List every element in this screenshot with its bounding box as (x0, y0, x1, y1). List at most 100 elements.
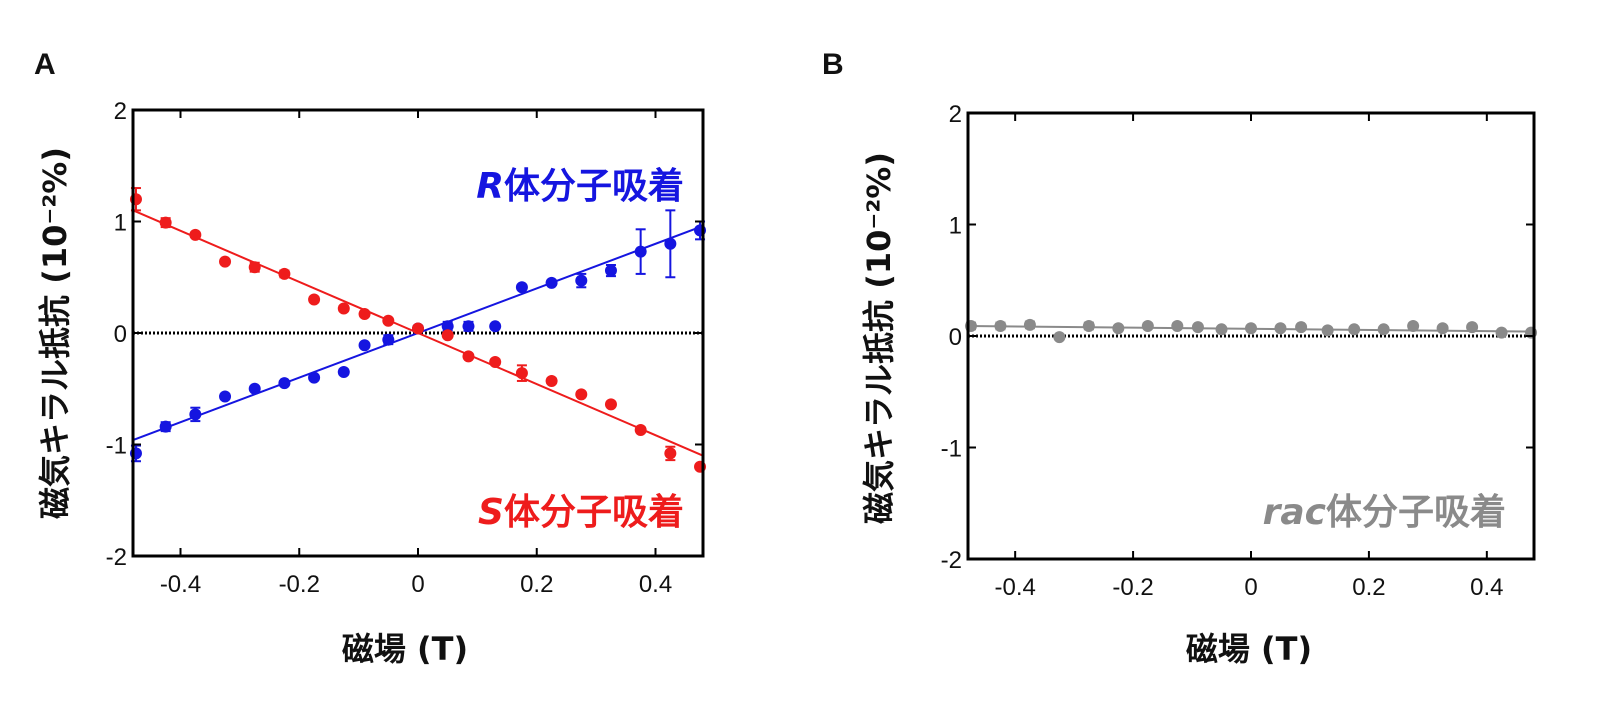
panel-b-plot-area (964, 318, 1538, 344)
panel-a-S-marker (515, 367, 528, 380)
panel-b-rac-marker (1466, 321, 1479, 334)
panel-a-S-marker (358, 308, 371, 321)
panel-b-rac-point (1215, 323, 1228, 336)
panel-a-S-point (462, 350, 475, 363)
panel-b-y-tick-label: 1 (949, 213, 962, 240)
panel-b-rac-marker (1274, 322, 1287, 335)
panel-a-R-marker (382, 333, 395, 346)
panel-b-x-axis-title: 磁場 (T) (1186, 630, 1312, 668)
panel-a-letter: A (34, 48, 56, 81)
panel-a-R-marker (462, 320, 475, 333)
panel-a-R-point (248, 382, 261, 395)
panel-a-S-point (412, 322, 424, 335)
panel-a-R-point (575, 272, 588, 289)
panel-a-x-axis-title: 磁場 (T) (342, 630, 468, 668)
panel-a-R-point (462, 320, 475, 333)
panel-b-rac-marker (994, 319, 1007, 332)
panel-a-S-marker (382, 314, 395, 327)
panel-b-x-tick-label: 0.2 (1352, 574, 1385, 601)
panel-a-ticks: -0.4 -0.2 0 0.2 0.4 -2 -1 0 1 2 (106, 98, 703, 598)
panel-a-y-tick-label: -1 (106, 433, 127, 460)
panel-a-S-marker (159, 216, 172, 229)
panel-a-R-point (664, 209, 677, 279)
panel-a-R-marker (515, 281, 528, 294)
panel-b-y-tick-label: -1 (941, 436, 962, 463)
panel-a-R-point (278, 377, 291, 390)
panel-a-S-point (441, 329, 454, 342)
panel-b-x-tick-label: 0.4 (1470, 574, 1503, 601)
panel-a-S-point (248, 261, 261, 274)
panel-a-y-axis-title: 磁気キラル抵抗 (10⁻²%) (36, 147, 74, 519)
panel-a-S-marker (441, 329, 454, 342)
panel-a-S-point (189, 228, 202, 241)
panel-a-y-tick-label: 0 (114, 321, 127, 348)
panel-a-r-label: R体分子吸着 (476, 166, 684, 207)
panel-b-rac-marker (1112, 322, 1125, 335)
panel-a-x-tick-label: -0.2 (279, 571, 320, 598)
panel-b-rac-label-rest: 体分子吸着 (1326, 492, 1506, 533)
panel-b-rac-marker (1321, 324, 1334, 337)
panel-b-rac-point (1053, 331, 1066, 344)
panel-a-S-marker (308, 293, 321, 306)
panel-a-R-point (545, 276, 558, 289)
panel-a-S-marker (189, 228, 202, 241)
panel-a-S-point (515, 364, 528, 382)
panel-a-y-tick-label: 2 (114, 98, 127, 125)
panel-a-x-tick-label: 0 (411, 571, 424, 598)
panel-b-y-tick-label: -2 (941, 547, 962, 574)
panel-a-S-point (489, 355, 502, 368)
panel-a-S-marker (278, 267, 291, 280)
panel-a-x-tick-label: 0.2 (520, 571, 553, 598)
panel-a-x-tick-label: -0.4 (160, 571, 201, 598)
panel-a-S-marker (634, 424, 647, 437)
panel-a-r-label-rest: 体分子吸着 (504, 166, 684, 207)
panel-b-rac-point (1082, 319, 1095, 332)
panel-b-rac-marker (1215, 323, 1228, 336)
panel-a-R-marker (664, 237, 677, 250)
panel-b-rac-point (1171, 319, 1184, 332)
panel-b-x-tick-label: 0 (1244, 574, 1257, 601)
panel-a-R-marker (278, 377, 291, 390)
panel-a-S-point (604, 398, 617, 411)
panel-a-R-marker (634, 245, 647, 258)
panel-a-R-marker (337, 366, 350, 379)
panel-b-y-tick-label: 2 (949, 101, 962, 128)
panel-b-rac-point (1436, 322, 1449, 335)
panel-b-ticks: -0.4 -0.2 0 0.2 0.4 -2 -1 0 1 2 (941, 101, 1534, 601)
panel-b-rac-marker (1377, 323, 1390, 336)
panel-b: B 磁場 (T) 磁気キラル抵抗 (10⁻²%) rac体分子吸着 -0.4 -0… (822, 48, 1538, 668)
panel-b-rac-marker (1191, 321, 1204, 334)
panel-a-R-marker (308, 371, 321, 384)
panel-a-R-marker (575, 274, 588, 287)
panel-b-x-tick-label: -0.2 (1112, 574, 1153, 601)
panel-a-R-point (604, 263, 617, 278)
panel-b-rac-marker (1082, 319, 1095, 332)
panel-a-S-point (159, 216, 172, 229)
panel-a-S-marker (545, 374, 558, 387)
panel-b-rac-label-italic: rac (1263, 492, 1326, 533)
panel-a-R-marker (159, 420, 172, 433)
panel-b-x-tick-label: -0.4 (994, 574, 1035, 601)
panel-b-rac-point (1466, 321, 1479, 334)
panel-b-rac-point (1245, 322, 1257, 335)
panel-a-S-marker (337, 302, 350, 315)
panel-b-rac-marker (1295, 321, 1308, 334)
panel-b-rac-marker (1348, 323, 1361, 336)
panel-a-R-point (219, 390, 232, 403)
panel-b-rac-point (994, 319, 1007, 332)
panel-b-rac-point (1274, 322, 1287, 335)
panel-b-rac-label: rac体分子吸着 (1263, 492, 1506, 533)
panel-a-s-label: S体分子吸着 (478, 492, 684, 533)
panel-b-rac-point (1191, 321, 1204, 334)
panel-a-R-point (515, 281, 528, 294)
panel-a-S-point (278, 267, 291, 280)
panel-b-rac-marker (1436, 322, 1449, 335)
panel-b-letter: B (822, 48, 844, 81)
panel-a-R-marker (189, 408, 202, 421)
panel-b-rac-point (1377, 323, 1390, 336)
panel-a-R-marker (248, 382, 261, 395)
panel-a-r-label-italic: R (476, 166, 504, 207)
panel-a-plot-area (129, 187, 707, 473)
panel-a-R-series (129, 209, 707, 463)
